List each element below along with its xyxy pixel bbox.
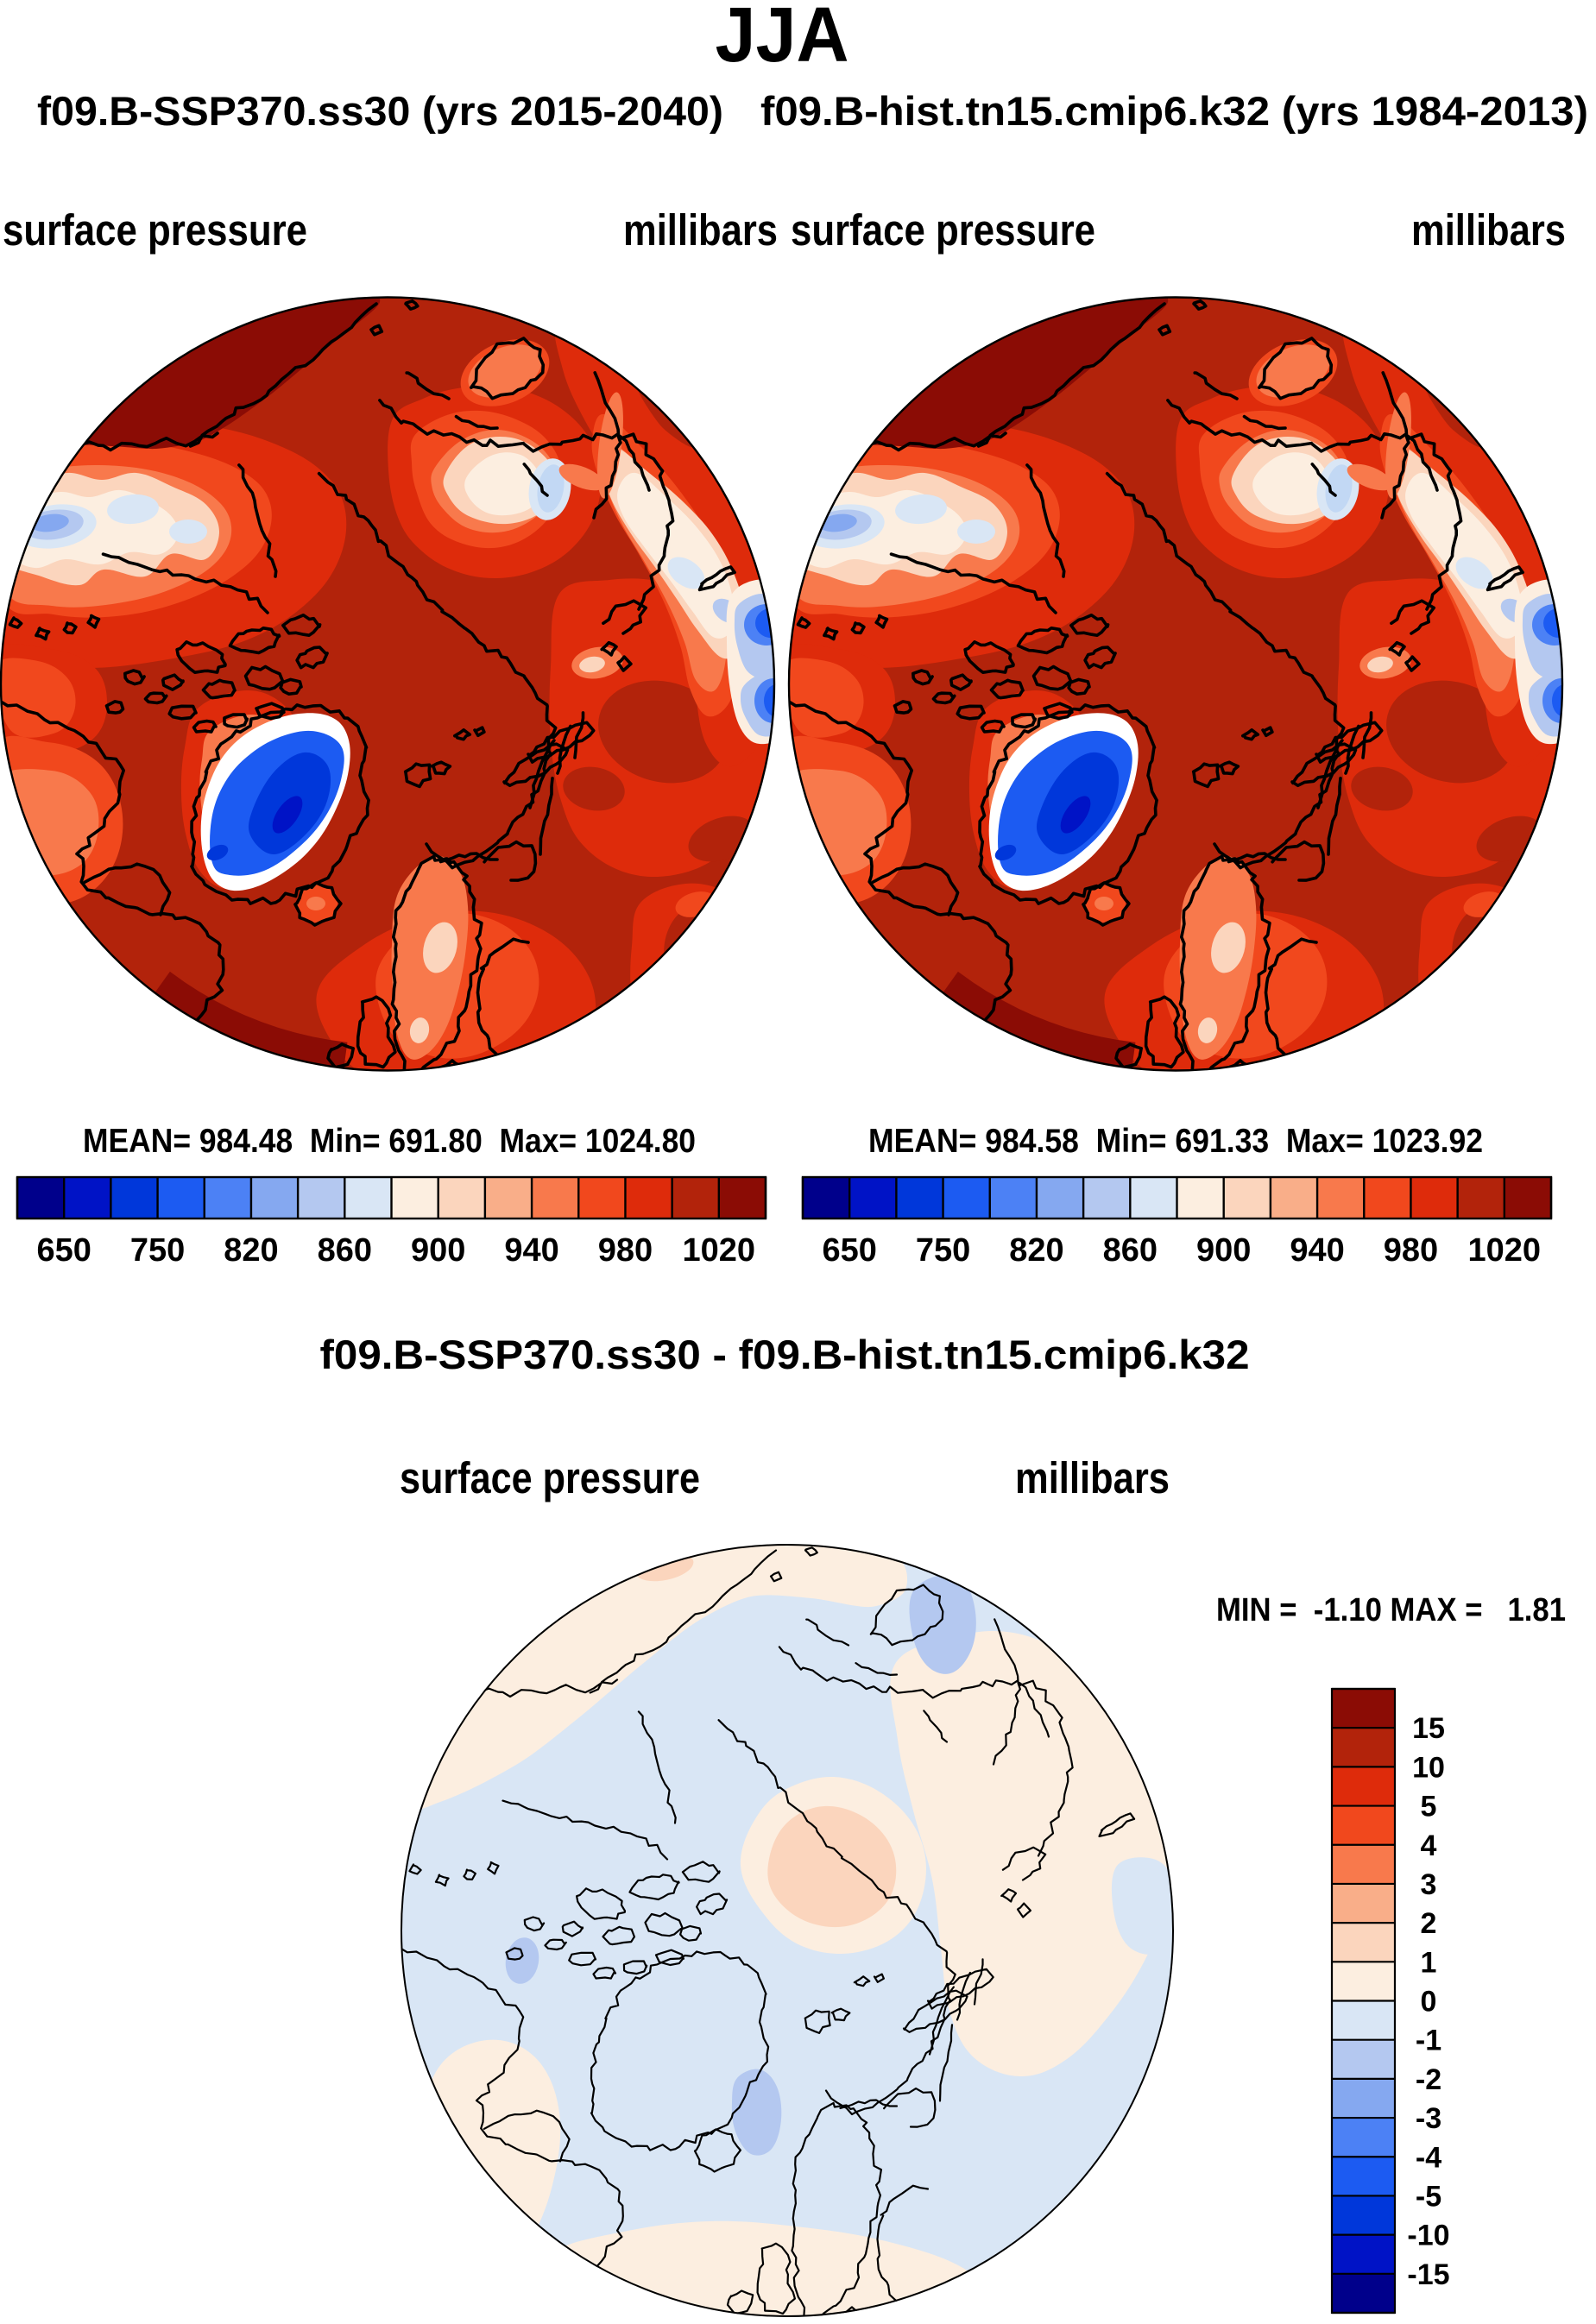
svg-text:-15: -15 — [1407, 2258, 1449, 2291]
svg-text:1: 1 — [1421, 1946, 1437, 1979]
svg-text:-2: -2 — [1416, 2063, 1441, 2096]
svg-text:f09.B-hist.tn15.cmip6.k32 (yrs: f09.B-hist.tn15.cmip6.k32 (yrs 1984-2013… — [760, 88, 1588, 134]
svg-text:surface pressure: surface pressure — [791, 205, 1095, 255]
svg-text:0: 0 — [1421, 1986, 1437, 2019]
svg-text:-4: -4 — [1416, 2141, 1441, 2174]
svg-text:750: 750 — [130, 1232, 185, 1269]
svg-text:980: 980 — [1384, 1232, 1438, 1269]
svg-text:surface pressure: surface pressure — [3, 205, 307, 255]
svg-text:15: 15 — [1412, 1712, 1445, 1745]
svg-text:4: 4 — [1421, 1830, 1437, 1862]
svg-text:1020: 1020 — [1468, 1232, 1542, 1269]
svg-text:-1: -1 — [1416, 2025, 1441, 2057]
svg-text:-10: -10 — [1407, 2220, 1449, 2252]
svg-text:millibars: millibars — [623, 205, 778, 255]
svg-text:millibars: millibars — [1411, 205, 1566, 255]
svg-text:f09.B-SSP370.ss30 - f09.B-hist: f09.B-SSP370.ss30 - f09.B-hist.tn15.cmip… — [320, 1332, 1250, 1377]
svg-text:5: 5 — [1421, 1791, 1437, 1823]
svg-text:3: 3 — [1421, 1868, 1437, 1901]
svg-text:surface pressure: surface pressure — [400, 1453, 700, 1502]
svg-text:900: 900 — [411, 1232, 465, 1269]
svg-text:980: 980 — [598, 1232, 653, 1269]
svg-text:MIN = -1.10 MAX = 1.81: MIN = -1.10 MAX = 1.81 — [1216, 1592, 1566, 1628]
svg-text:900: 900 — [1196, 1232, 1251, 1269]
svg-text:2: 2 — [1421, 1907, 1437, 1940]
svg-text:millibars: millibars — [1015, 1453, 1170, 1502]
svg-text:f09.B-SSP370.ss30 (yrs 2015-20: f09.B-SSP370.ss30 (yrs 2015-2040) — [37, 88, 723, 134]
svg-text:860: 860 — [318, 1232, 372, 1269]
svg-text:-3: -3 — [1416, 2102, 1441, 2135]
svg-text:650: 650 — [36, 1232, 91, 1269]
svg-text:JJA: JJA — [716, 0, 849, 79]
svg-text:MEAN= 984.58 Min= 691.33 Max: MEAN= 984.58 Min= 691.33 Max= 1023.92 — [868, 1123, 1483, 1160]
svg-text:650: 650 — [822, 1232, 876, 1269]
svg-text:-5: -5 — [1416, 2180, 1441, 2213]
svg-text:MEAN= 984.48 Min= 691.80 Max: MEAN= 984.48 Min= 691.80 Max= 1024.80 — [83, 1123, 696, 1160]
svg-text:820: 820 — [1009, 1232, 1063, 1269]
svg-text:820: 820 — [224, 1232, 278, 1269]
svg-text:860: 860 — [1103, 1232, 1158, 1269]
svg-text:1020: 1020 — [683, 1232, 756, 1269]
svg-text:940: 940 — [504, 1232, 558, 1269]
svg-text:940: 940 — [1290, 1232, 1344, 1269]
svg-text:10: 10 — [1412, 1751, 1445, 1784]
svg-text:750: 750 — [916, 1232, 970, 1269]
